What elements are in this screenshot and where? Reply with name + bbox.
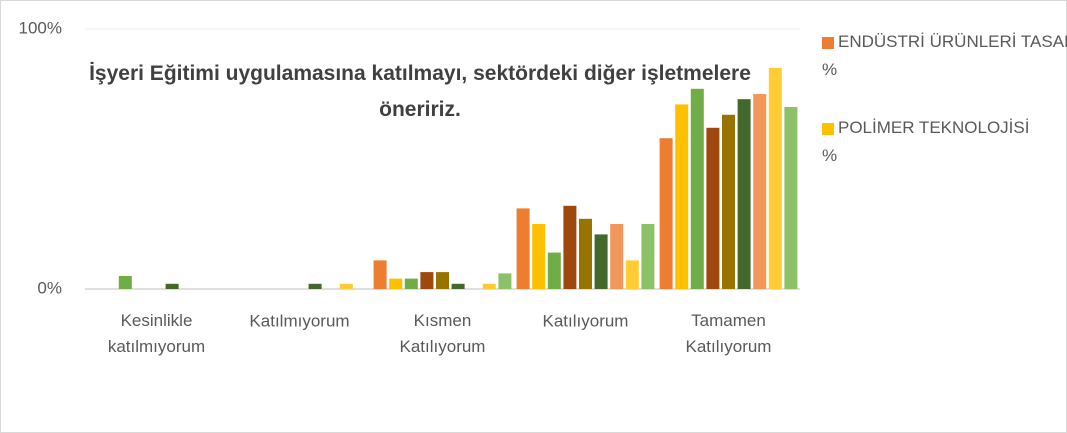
bar bbox=[308, 283, 322, 289]
bar bbox=[498, 273, 512, 289]
bar bbox=[420, 272, 434, 289]
x-tick-label: Kısmen Katılıyorum bbox=[400, 311, 486, 356]
legend-label: ENDÜSTRİ ÜRÜNLERİ TASARIMI% bbox=[822, 32, 1067, 79]
bar bbox=[690, 88, 704, 289]
bar bbox=[563, 205, 577, 289]
bar bbox=[339, 283, 353, 289]
bar bbox=[659, 138, 673, 289]
bar bbox=[532, 224, 546, 289]
bar bbox=[482, 283, 496, 289]
bar bbox=[722, 114, 735, 289]
bar bbox=[516, 208, 530, 289]
bar bbox=[753, 94, 767, 289]
bar bbox=[641, 224, 655, 289]
bar bbox=[118, 276, 132, 289]
bar bbox=[579, 218, 592, 289]
bar bbox=[165, 283, 179, 289]
bar bbox=[547, 252, 561, 289]
bar bbox=[436, 272, 449, 289]
x-tick-label: Kesinlikle katılmıyorum bbox=[108, 311, 205, 356]
x-tick-label: Katılıyorum bbox=[543, 311, 629, 330]
y-tick-label: 0% bbox=[37, 278, 62, 297]
bar bbox=[389, 278, 403, 289]
bar bbox=[675, 104, 689, 290]
bar bbox=[451, 283, 465, 289]
bar bbox=[706, 127, 720, 289]
bar bbox=[784, 107, 798, 289]
bar bbox=[610, 224, 624, 289]
legend-swatch bbox=[822, 123, 834, 135]
chart-title: İşyeri Eğitimi uygulamasına katılmayı, s… bbox=[89, 62, 751, 121]
bar bbox=[768, 68, 782, 289]
bar bbox=[404, 278, 418, 289]
legend-label: POLİMER TEKNOLOJİSİ% bbox=[822, 118, 1029, 165]
bar bbox=[737, 99, 751, 289]
x-tick-label: Tamamen Katılıyorum bbox=[686, 311, 772, 356]
legend-swatch bbox=[822, 37, 834, 49]
bar bbox=[594, 234, 608, 289]
bar bbox=[373, 260, 387, 289]
y-tick-label: 100% bbox=[19, 18, 62, 37]
bar bbox=[625, 260, 639, 289]
x-tick-label: Katılmıyorum bbox=[249, 311, 349, 330]
